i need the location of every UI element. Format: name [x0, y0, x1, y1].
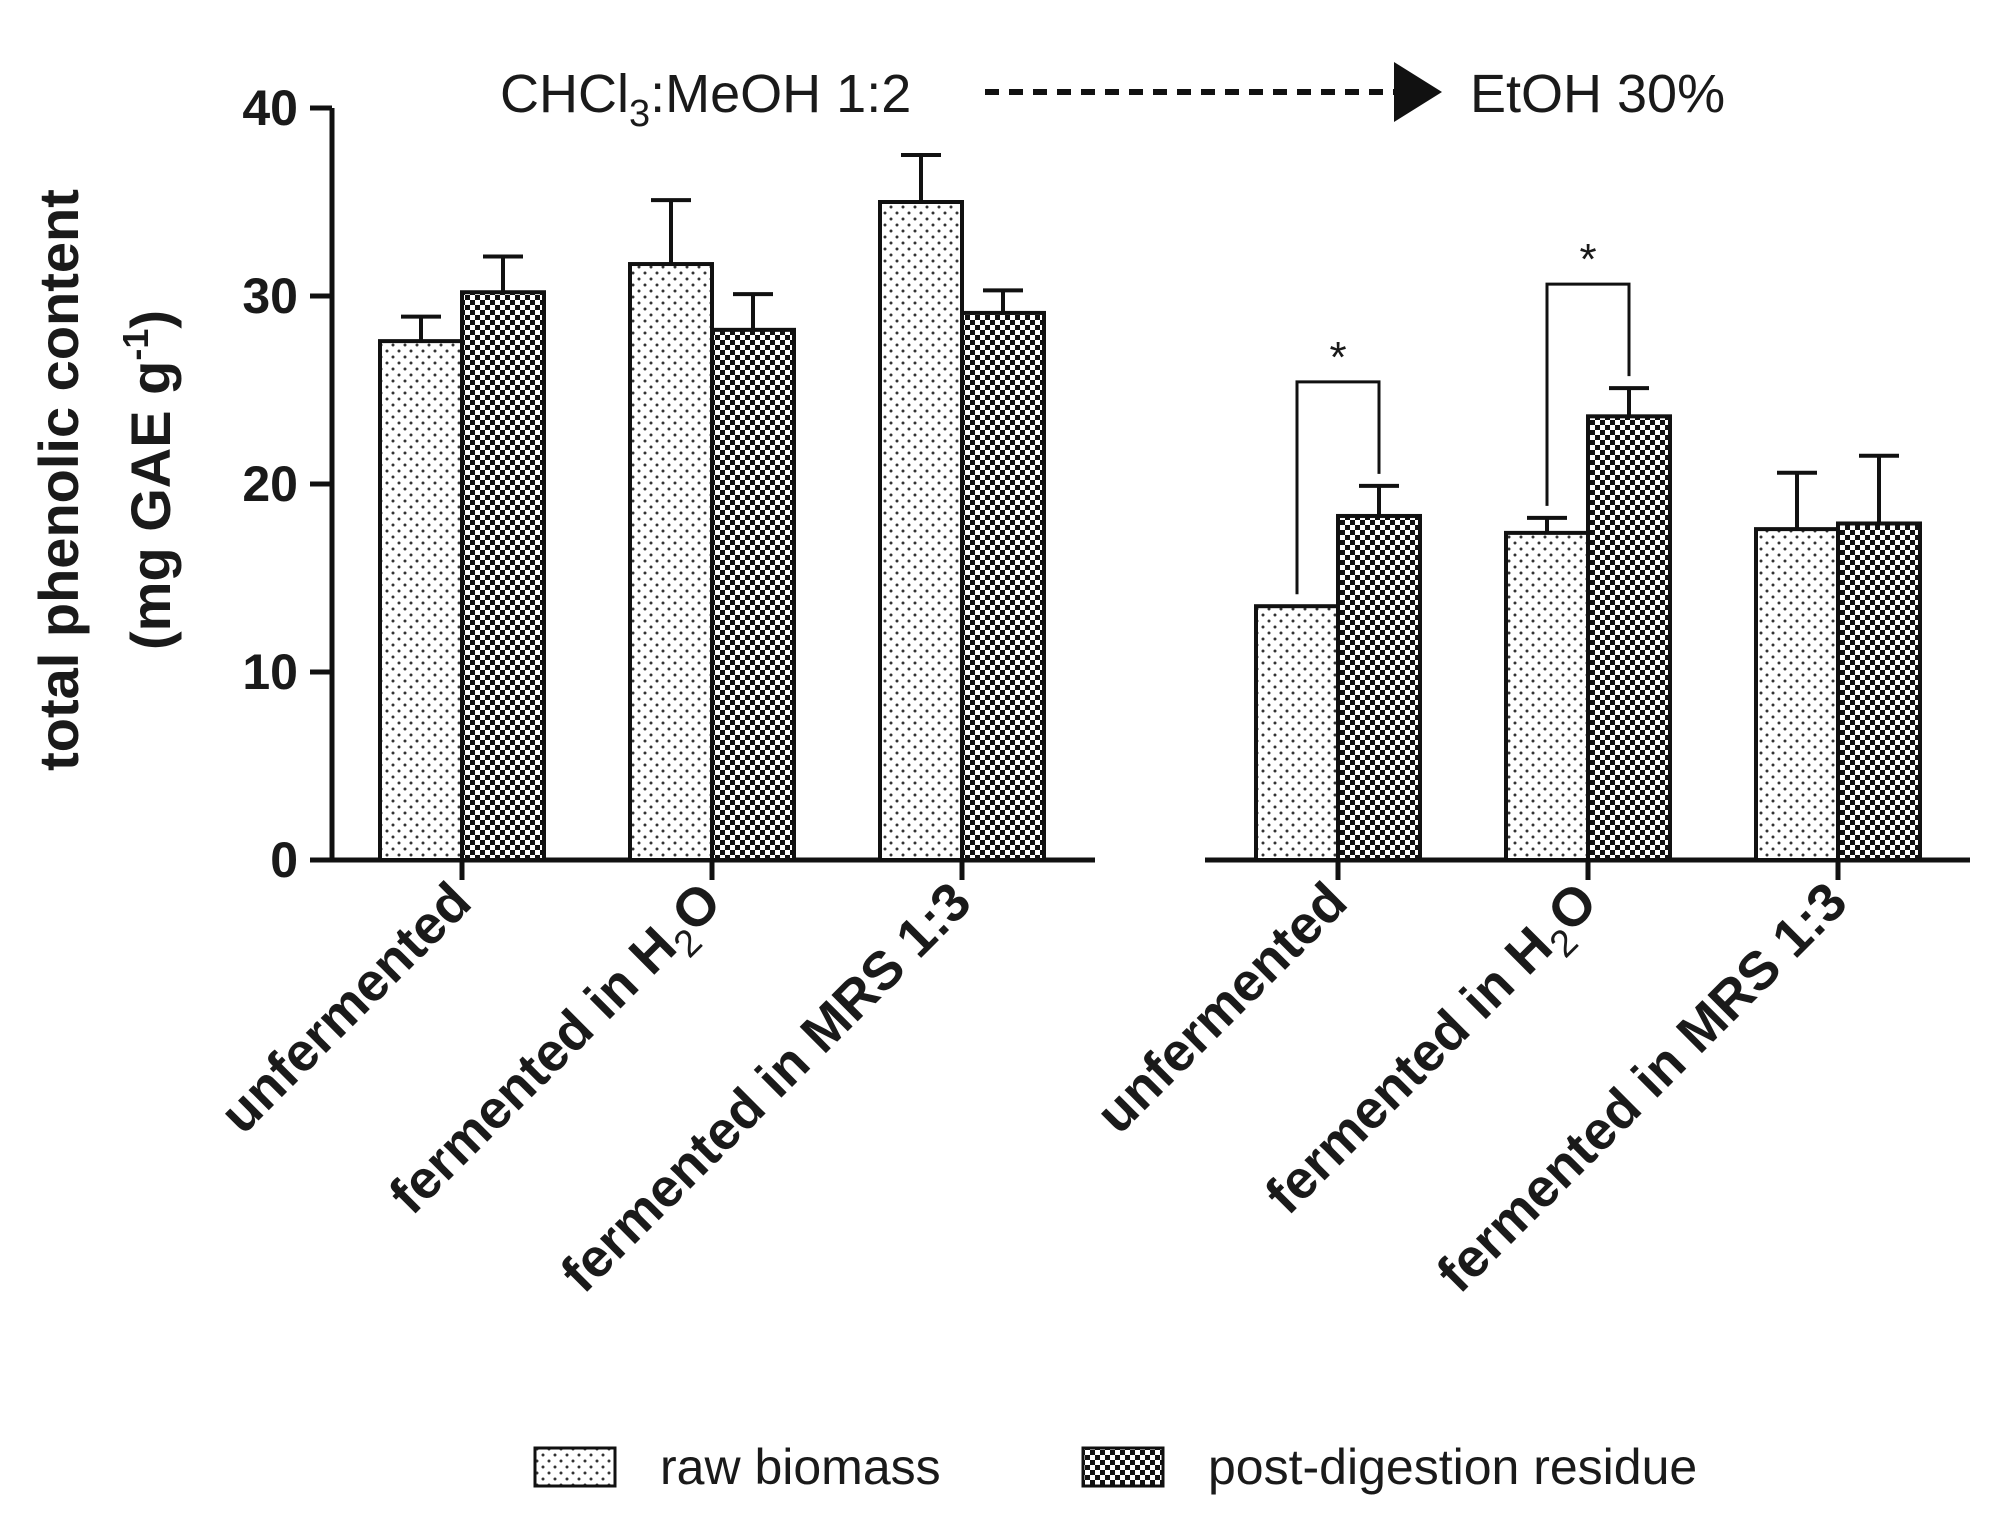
category-label: fermented in MRS 1:3: [1426, 871, 1859, 1304]
y-tick-label: 0: [270, 832, 298, 888]
bar-post-digestion-residue: [460, 290, 546, 862]
y-axis-title-line1: total phenolic content: [27, 189, 90, 771]
y-tick-label: 20: [242, 456, 298, 512]
significance-star: *: [1329, 333, 1346, 382]
bar-raw-biomass: [628, 262, 714, 863]
legend: raw biomass post-digestion residue: [533, 1439, 1697, 1495]
category-label: fermented in MRS 1:3: [550, 871, 983, 1304]
significance-bracket: [1295, 380, 1381, 595]
legend-swatch-post-digestion-residue: [1081, 1446, 1165, 1488]
bar-raw-biomass: [1254, 604, 1340, 863]
bar-raw-biomass: [378, 339, 464, 862]
bar-raw-biomass: [878, 200, 964, 862]
bar-post-digestion-residue: [1586, 414, 1672, 862]
legend-label-post-digestion-residue: post-digestion residue: [1208, 1439, 1697, 1495]
y-tick-label: 30: [242, 268, 298, 324]
legend-label-raw-biomass: raw biomass: [660, 1439, 941, 1495]
y-tick-label: 10: [242, 644, 298, 700]
bar-post-digestion-residue: [710, 327, 796, 862]
significance-star: *: [1579, 235, 1596, 284]
y-tick-label: 40: [242, 80, 298, 136]
bar-raw-biomass: [1754, 527, 1840, 862]
bar-post-digestion-residue: [1836, 521, 1922, 862]
annotation-first-solvent: CHCl3:MeOH 1:2: [500, 64, 911, 135]
annotation-second-solvent: EtOH 30%: [1470, 64, 1725, 124]
significance-bracket: [1545, 282, 1631, 506]
category-label: unfermented: [1085, 871, 1359, 1145]
y-axis-title-line2: (mg GAE g-1): [115, 310, 182, 650]
legend-swatch-raw-biomass: [533, 1446, 617, 1488]
bar-post-digestion-residue: [1336, 513, 1422, 863]
bar-raw-biomass: [1504, 530, 1590, 862]
bar-post-digestion-residue: [960, 310, 1046, 863]
category-label: unfermented: [209, 871, 483, 1145]
